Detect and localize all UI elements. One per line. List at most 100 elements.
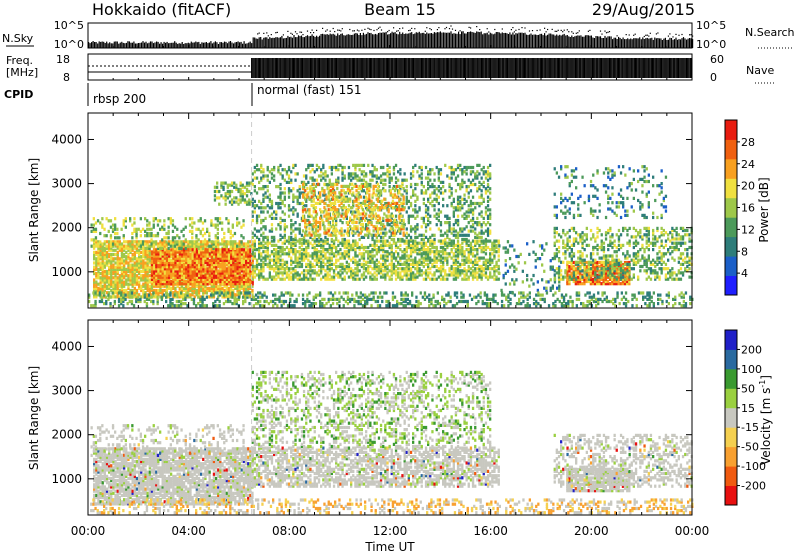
data-cell: [140, 288, 143, 293]
data-cell: [345, 241, 348, 245]
data-cell: [373, 267, 376, 271]
data-cell: [114, 248, 117, 252]
data-cell: [159, 252, 162, 256]
data-cell: [390, 277, 393, 281]
data-cell: [240, 250, 244, 254]
data-cell: [326, 241, 329, 245]
data-cell: [122, 219, 125, 223]
data-cell: [362, 273, 366, 277]
data-cell: [478, 239, 481, 243]
data-cell: [233, 196, 236, 200]
data-cell: [173, 244, 177, 248]
data-cell: [191, 248, 194, 252]
data-cell: [213, 258, 216, 262]
data-cell: [180, 265, 184, 269]
data-cell: [204, 260, 207, 265]
data-cell: [412, 243, 415, 247]
data-cell: [236, 271, 239, 275]
data-cell: [212, 244, 215, 248]
data-cell: [103, 263, 106, 267]
data-cell: [328, 260, 331, 264]
data-cell: [135, 240, 139, 244]
nsearch-sample: [387, 31, 389, 33]
data-cell: [262, 264, 265, 269]
data-cell: [454, 250, 458, 254]
data-cell: [216, 181, 219, 185]
data-cell: [127, 284, 130, 288]
data-cell: [484, 271, 488, 275]
data-cell: [144, 284, 147, 288]
data-cell: [249, 271, 252, 275]
nsearch-sample: [294, 31, 297, 33]
data-cell: [108, 282, 111, 286]
data-cell: [324, 248, 327, 252]
data-cell: [390, 269, 393, 273]
data-cell: [341, 241, 344, 245]
nsky-sample: [226, 43, 229, 48]
data-cell: [482, 273, 485, 277]
data-cell: [234, 252, 237, 256]
data-cell: [379, 256, 383, 260]
data-cell: [173, 225, 177, 229]
data-cell: [418, 271, 421, 275]
data-cell: [350, 267, 353, 271]
nave-tick-min: 0: [710, 71, 717, 84]
data-cell: [247, 248, 250, 252]
data-cell: [264, 245, 267, 250]
data-cell: [245, 248, 248, 252]
data-cell: [249, 284, 252, 288]
data-cell: [178, 240, 181, 244]
data-cell: [110, 263, 113, 267]
data-cell: [135, 295, 139, 299]
data-cell: [200, 248, 203, 252]
data-cell: [302, 273, 306, 277]
nsearch-sample: [459, 30, 461, 32]
data-cell: [213, 271, 216, 275]
data-cell: [388, 275, 391, 279]
data-cell: [219, 282, 222, 286]
data-cell: [144, 267, 147, 271]
nsky-sample: [482, 34, 484, 48]
nsky-sample: [559, 34, 561, 48]
data-cell: [326, 260, 329, 264]
data-cell: [118, 246, 121, 250]
data-cell: [202, 269, 205, 273]
data-cell: [358, 248, 361, 252]
data-cell: [141, 240, 145, 244]
data-cell: [262, 267, 265, 271]
data-cell: [242, 248, 246, 252]
data-cell: [94, 238, 98, 242]
data-cell: [126, 246, 130, 250]
data-cell: [195, 227, 198, 231]
data-cell: [247, 269, 250, 273]
data-cell: [388, 269, 391, 273]
nsky-sample: [124, 43, 126, 48]
data-cell: [216, 227, 219, 231]
data-cell: [212, 223, 215, 227]
data-cell: [229, 284, 233, 288]
data-cell: [409, 245, 413, 250]
data-cell: [219, 250, 222, 254]
nsky-sample: [595, 36, 597, 48]
data-cell: [226, 185, 229, 189]
data-cell: [435, 269, 438, 273]
data-cell: [219, 263, 222, 267]
data-cell: [471, 248, 475, 252]
data-cell: [264, 258, 267, 262]
data-cell: [266, 252, 269, 256]
data-cell: [270, 267, 274, 271]
nsky-sample: [655, 38, 657, 48]
data-cell: [217, 250, 220, 254]
data-cell: [218, 221, 222, 225]
data-cell: [202, 267, 205, 271]
data-cell: [230, 271, 233, 275]
data-cell: [153, 275, 156, 279]
data-cell: [146, 223, 149, 227]
data-cell: [330, 256, 333, 260]
data-cell: [227, 256, 231, 260]
data-cell: [139, 234, 142, 238]
data-cell: [414, 267, 417, 271]
data-cell: [442, 262, 445, 266]
data-cell: [311, 243, 314, 247]
data-cell: [371, 277, 374, 281]
